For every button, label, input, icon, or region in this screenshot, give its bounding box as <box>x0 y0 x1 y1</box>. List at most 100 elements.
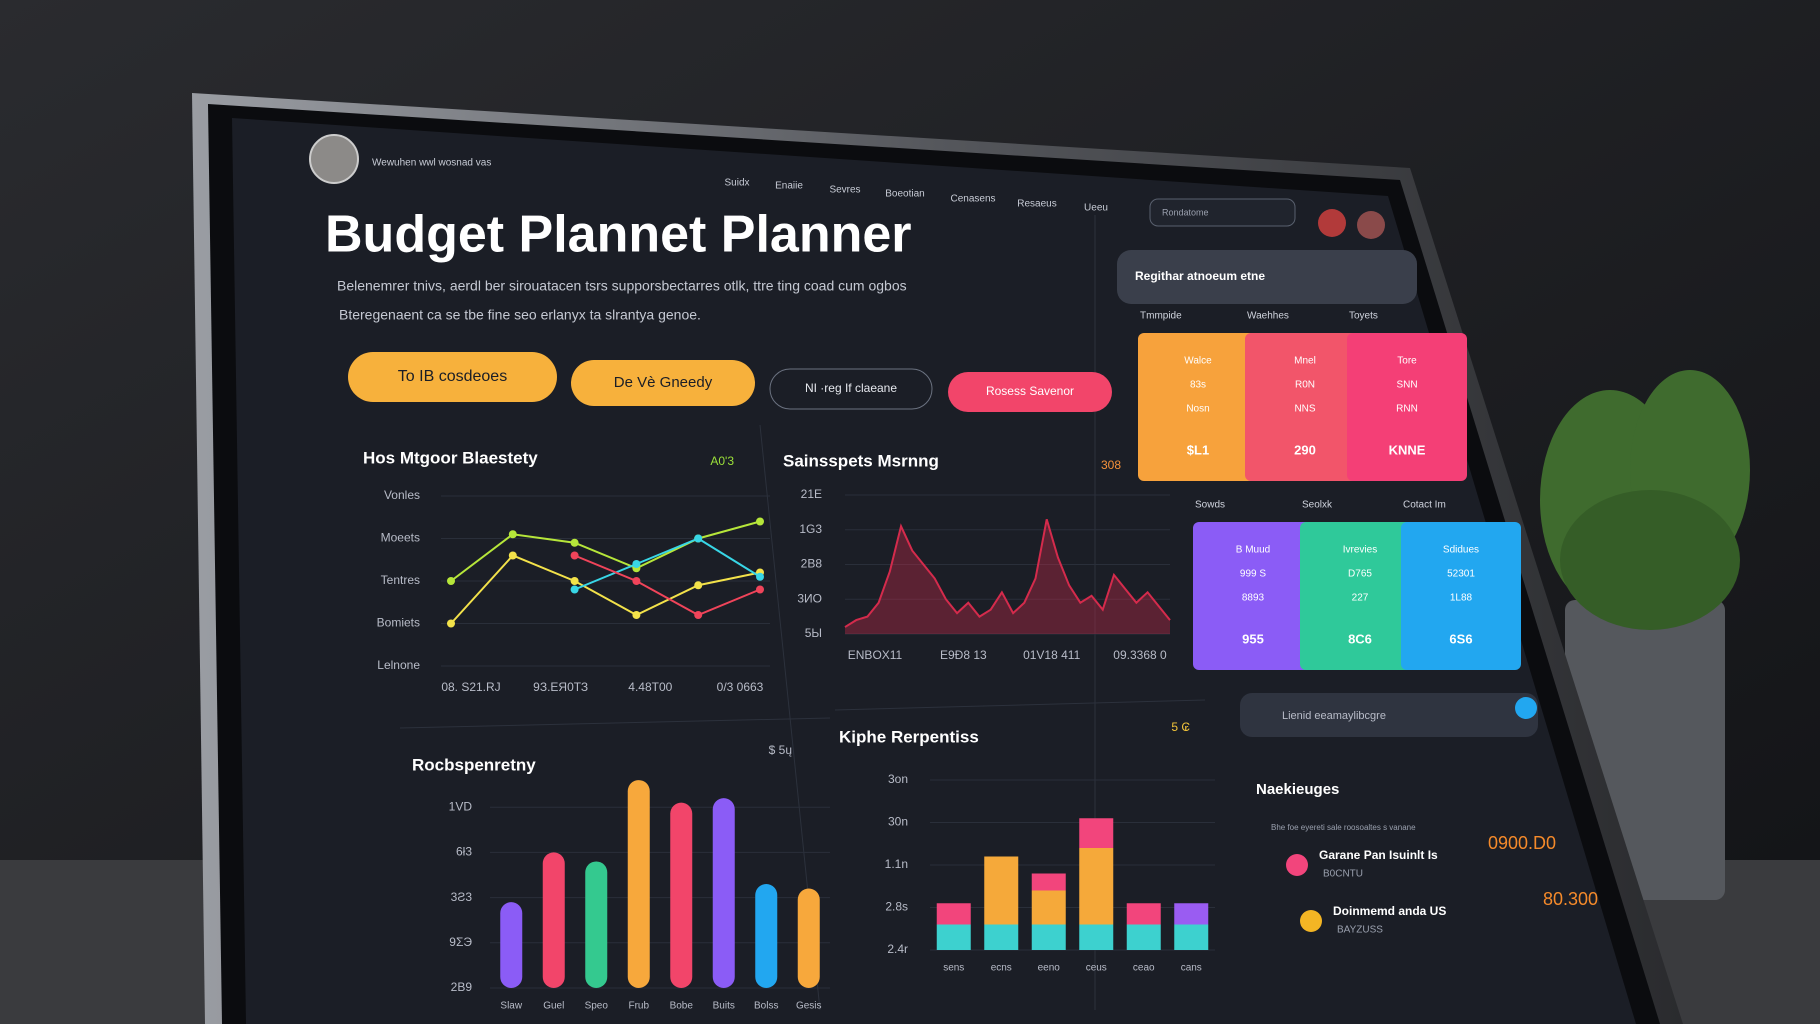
item-sub: BAYZUSS <box>1337 925 1383 936</box>
group-label: Tmmpide <box>1140 311 1182 322</box>
point <box>632 560 641 568</box>
y-tick-label: Vonles <box>384 488 420 502</box>
panel-title: Rocbspenretny <box>412 755 536 774</box>
bar-segment <box>1174 924 1209 950</box>
y-tick-label: 3ИО <box>797 591 822 605</box>
card-text: D765 <box>1348 569 1372 580</box>
button[interactable] <box>348 352 557 402</box>
nav-item: Resaeus <box>1017 199 1056 210</box>
search-text: Rondatome <box>1162 207 1209 217</box>
nav-item: Suidx <box>724 178 749 189</box>
item-amount: 0900.D0 <box>1488 833 1556 853</box>
bar-segment <box>1031 890 1066 925</box>
avatar[interactable] <box>309 134 359 184</box>
bar-segment <box>1174 903 1209 925</box>
point <box>508 530 517 539</box>
y-tick-label: 9ΣЭ <box>449 935 472 949</box>
bar-segment <box>984 856 1019 925</box>
bar <box>670 802 693 988</box>
card[interactable] <box>1245 333 1365 481</box>
x-tick-label: Buits <box>713 1001 735 1012</box>
card-text: Tore <box>1397 356 1417 367</box>
button[interactable] <box>948 372 1112 412</box>
point <box>694 581 703 590</box>
search-button[interactable] <box>1515 697 1537 719</box>
card-text: 955 <box>1242 631 1264 646</box>
point <box>570 551 579 560</box>
y-tick-label: 2B8 <box>801 557 823 571</box>
panel-title: Sainsspets Msrnng <box>783 451 939 470</box>
bar-segment <box>984 924 1019 950</box>
card-text: SNN <box>1396 380 1417 391</box>
card-text: 999 S <box>1240 569 1266 580</box>
x-tick-label: E9Ð8 13 <box>940 648 987 662</box>
search-box[interactable] <box>1149 198 1296 227</box>
bar <box>755 884 778 988</box>
area-line <box>844 519 1171 628</box>
card-text: B Muud <box>1236 545 1270 556</box>
x-tick-label: Frub <box>628 1001 649 1012</box>
nav-item: Enaiie <box>775 181 803 192</box>
area-fill <box>845 519 1170 634</box>
button[interactable] <box>769 368 933 410</box>
bar-segment <box>1031 873 1066 891</box>
y-tick-label: Lelnone <box>377 658 420 672</box>
line-series <box>450 520 761 582</box>
separator <box>834 699 1206 711</box>
card-text: Sdidues <box>1443 545 1479 556</box>
bar-segment <box>936 924 971 950</box>
profile[interactable] <box>1357 211 1385 239</box>
bar-segment <box>1031 924 1066 950</box>
item-icon <box>1286 854 1308 876</box>
x-tick-label: ecns <box>991 963 1012 974</box>
card[interactable] <box>1138 333 1258 481</box>
point <box>756 517 764 526</box>
profile[interactable] <box>1318 209 1346 237</box>
banner-text: Regithar atnoeum etne <box>1135 269 1265 283</box>
y-tick-label: 2.4r <box>887 942 908 956</box>
card-text: 6S6 <box>1449 631 1472 646</box>
card-text: 290 <box>1294 442 1316 457</box>
banner <box>1117 250 1417 304</box>
card-text: RNN <box>1396 404 1418 415</box>
panel-tag: 5 ₢ <box>1171 720 1190 734</box>
point <box>508 551 517 560</box>
point <box>756 585 764 594</box>
card-text: Mnel <box>1294 356 1316 367</box>
card[interactable] <box>1401 522 1521 670</box>
y-tick-label: Tentres <box>381 573 420 587</box>
line-series <box>450 554 761 625</box>
x-tick-label: cans <box>1181 963 1202 974</box>
card-text: Ivrevies <box>1343 545 1377 556</box>
y-tick-label: 1VD <box>449 799 473 813</box>
bar-segment <box>1126 903 1161 925</box>
item-name: Garane Pan Isuinlt Is <box>1319 848 1438 862</box>
panel-tag: A0'3 <box>710 454 734 468</box>
button[interactable] <box>571 360 755 406</box>
card-text: $L1 <box>1187 442 1209 457</box>
bar-segment <box>1126 924 1161 950</box>
search-bar[interactable] <box>1240 693 1538 737</box>
x-tick-label: ceus <box>1086 963 1107 974</box>
x-tick-label: Gesis <box>796 1001 822 1012</box>
card-text: 8893 <box>1242 593 1265 604</box>
card[interactable] <box>1193 522 1313 670</box>
line-series <box>574 537 761 591</box>
card-text: Nosn <box>1186 404 1209 415</box>
point <box>570 577 579 585</box>
y-tick-label: 3Ƨ3 <box>451 890 473 904</box>
list-title: Naekieuges <box>1256 781 1339 798</box>
card[interactable] <box>1300 522 1420 670</box>
search-text: Lienid eeamaylibcgre <box>1282 710 1386 722</box>
point <box>570 585 579 594</box>
nav-item: Sevres <box>829 185 860 196</box>
point <box>756 572 764 581</box>
x-tick-label: sens <box>943 963 964 974</box>
item-amount: 80.300 <box>1543 889 1598 909</box>
card[interactable] <box>1347 333 1467 481</box>
nav-item: Boeotian <box>885 189 924 200</box>
panel-tag: 308 <box>1101 458 1121 472</box>
group-label: Seolxk <box>1302 500 1333 511</box>
bar <box>627 780 650 988</box>
